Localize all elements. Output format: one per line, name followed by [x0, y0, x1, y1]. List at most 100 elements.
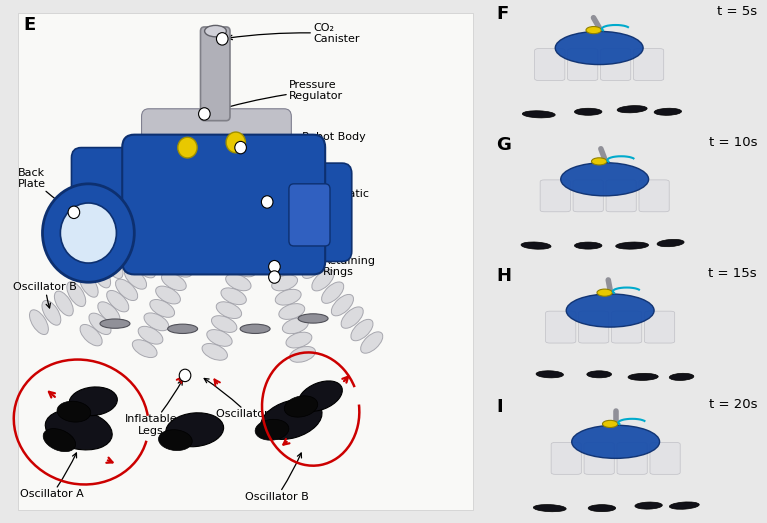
Text: Oscillator B: Oscillator B: [14, 282, 77, 308]
Ellipse shape: [574, 242, 602, 249]
Ellipse shape: [240, 324, 270, 334]
Ellipse shape: [286, 332, 312, 348]
Ellipse shape: [100, 319, 130, 328]
Ellipse shape: [285, 396, 318, 417]
FancyBboxPatch shape: [551, 442, 581, 474]
Ellipse shape: [351, 320, 373, 341]
Ellipse shape: [133, 340, 157, 358]
Text: Oscillator A: Oscillator A: [20, 453, 84, 499]
Circle shape: [591, 158, 607, 165]
Ellipse shape: [29, 310, 48, 335]
Ellipse shape: [205, 26, 226, 37]
Ellipse shape: [207, 329, 232, 346]
FancyBboxPatch shape: [634, 49, 663, 81]
FancyBboxPatch shape: [644, 311, 675, 343]
Ellipse shape: [124, 268, 146, 289]
Circle shape: [597, 289, 612, 296]
Ellipse shape: [261, 400, 322, 439]
Circle shape: [262, 196, 273, 208]
Text: Retaining
Rings: Retaining Rings: [280, 256, 376, 278]
Ellipse shape: [212, 316, 237, 333]
Ellipse shape: [116, 279, 138, 301]
Ellipse shape: [221, 288, 246, 304]
Ellipse shape: [156, 286, 180, 304]
Ellipse shape: [144, 313, 169, 331]
Ellipse shape: [167, 259, 192, 277]
FancyBboxPatch shape: [122, 134, 325, 275]
Ellipse shape: [133, 256, 156, 278]
Ellipse shape: [588, 505, 616, 511]
Ellipse shape: [42, 300, 61, 325]
Ellipse shape: [89, 313, 111, 335]
Ellipse shape: [57, 401, 91, 422]
Ellipse shape: [43, 428, 76, 452]
Circle shape: [178, 137, 197, 158]
Ellipse shape: [67, 282, 86, 306]
Ellipse shape: [230, 260, 255, 277]
FancyBboxPatch shape: [568, 49, 597, 81]
Ellipse shape: [279, 303, 304, 320]
FancyBboxPatch shape: [606, 180, 637, 212]
FancyBboxPatch shape: [601, 49, 630, 81]
Text: Robot Body: Robot Body: [246, 132, 366, 148]
Ellipse shape: [54, 291, 73, 316]
Ellipse shape: [282, 318, 308, 334]
Ellipse shape: [98, 302, 120, 323]
Ellipse shape: [533, 505, 566, 511]
FancyBboxPatch shape: [535, 49, 565, 81]
Ellipse shape: [298, 381, 342, 411]
Ellipse shape: [272, 275, 298, 291]
Ellipse shape: [298, 314, 328, 323]
Ellipse shape: [321, 282, 344, 303]
Text: Inflatable
Legs: Inflatable Legs: [125, 380, 183, 436]
Ellipse shape: [670, 373, 694, 380]
Circle shape: [235, 141, 246, 154]
Circle shape: [216, 32, 228, 45]
Circle shape: [179, 369, 191, 382]
Text: I: I: [496, 399, 503, 416]
FancyBboxPatch shape: [71, 147, 159, 262]
Ellipse shape: [107, 290, 129, 312]
Ellipse shape: [571, 425, 660, 458]
FancyBboxPatch shape: [142, 109, 291, 176]
Circle shape: [61, 203, 117, 263]
Ellipse shape: [79, 272, 98, 297]
Ellipse shape: [555, 31, 643, 64]
Circle shape: [199, 108, 210, 120]
Ellipse shape: [561, 163, 649, 196]
Text: G: G: [496, 136, 511, 154]
Circle shape: [68, 206, 80, 219]
FancyBboxPatch shape: [573, 180, 604, 212]
Text: Pressure
Regulator: Pressure Regulator: [209, 80, 343, 113]
Ellipse shape: [225, 274, 251, 291]
FancyBboxPatch shape: [545, 311, 576, 343]
Text: t = 10s: t = 10s: [709, 136, 757, 149]
Ellipse shape: [522, 111, 555, 118]
Ellipse shape: [628, 373, 658, 380]
FancyBboxPatch shape: [650, 442, 680, 474]
Ellipse shape: [566, 294, 654, 327]
Ellipse shape: [289, 346, 315, 362]
Circle shape: [602, 420, 618, 427]
Text: Pneumatic
Valve: Pneumatic Valve: [273, 189, 370, 210]
FancyBboxPatch shape: [578, 311, 609, 343]
Ellipse shape: [69, 387, 117, 416]
Ellipse shape: [521, 242, 551, 249]
FancyBboxPatch shape: [284, 163, 352, 262]
Ellipse shape: [202, 344, 228, 360]
Ellipse shape: [302, 257, 324, 278]
Text: Oscillator B: Oscillator B: [245, 453, 309, 502]
Ellipse shape: [635, 502, 662, 509]
Ellipse shape: [574, 108, 602, 115]
Text: CO₂
Canister: CO₂ Canister: [228, 23, 360, 44]
Ellipse shape: [104, 254, 123, 279]
Ellipse shape: [159, 430, 193, 451]
Ellipse shape: [341, 307, 364, 328]
Ellipse shape: [268, 261, 294, 277]
Circle shape: [226, 132, 245, 153]
Text: t = 5s: t = 5s: [717, 5, 757, 18]
Text: Back
Plate: Back Plate: [18, 168, 69, 209]
Circle shape: [42, 184, 134, 282]
Text: F: F: [496, 5, 509, 22]
FancyBboxPatch shape: [584, 442, 614, 474]
